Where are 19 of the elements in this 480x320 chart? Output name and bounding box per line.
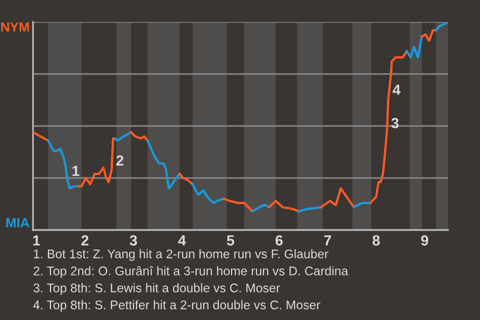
x-tick-label: 4 <box>178 235 186 246</box>
x-tick-label: 7 <box>324 235 332 246</box>
text: 3. Top 8th: S. Lewis hit a double vs C. Moser <box>33 283 280 295</box>
x-tick-label: 9 <box>421 235 428 246</box>
text: MIA <box>6 218 30 228</box>
x-tick-label: 1 <box>33 235 40 246</box>
x-tick-label: 8 <box>372 235 380 246</box>
text: 4. Top 8th: S. Pettifer hit a 2-run double vs C. Moser <box>33 300 320 312</box>
x-tick-label: 5 <box>226 235 234 246</box>
x-tick-label: 6 <box>276 235 283 246</box>
text: 1. Bot 1st: Z. Yang hit a 2-run home run vs F. Glauber <box>34 249 328 261</box>
text: 2. Top 2nd: O. Gurânî hit a 3-run home run vs D. Cardina <box>34 266 348 278</box>
annotation: 1 <box>72 166 80 176</box>
x-tick-label: 2 <box>81 235 88 246</box>
annotation: 4 <box>392 84 400 95</box>
x-tick-label: 3 <box>130 235 137 246</box>
annotation: 3 <box>391 118 399 128</box>
text: NYM <box>1 22 29 32</box>
annotation: 2 <box>116 155 124 166</box>
